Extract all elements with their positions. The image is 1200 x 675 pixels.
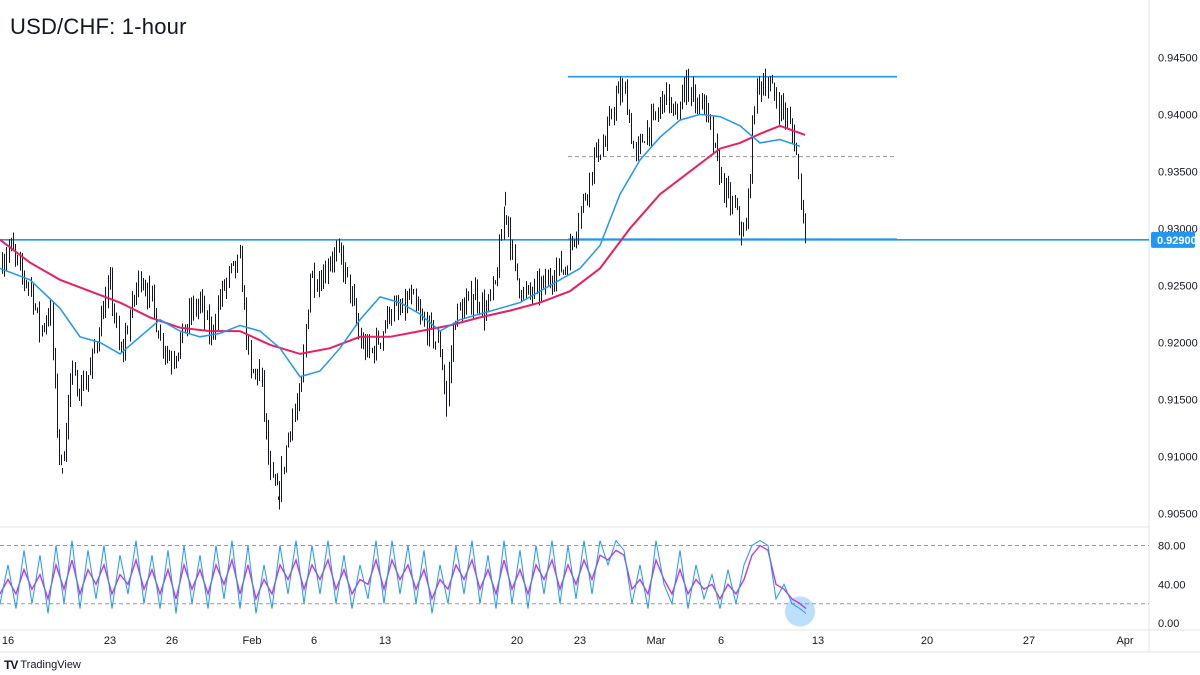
- price-tick-label: 0.94500: [1158, 52, 1198, 64]
- stochastic-oscillator: [0, 539, 1149, 627]
- time-tick-label: 27: [1023, 635, 1035, 647]
- moving-averages: [0, 113, 806, 378]
- time-tick-label: 16: [2, 635, 14, 647]
- tradingview-watermark[interactable]: TV TradingView: [4, 658, 81, 672]
- time-tick-label: 23: [104, 635, 116, 647]
- price-tick-label: 0.91500: [1158, 395, 1198, 407]
- time-tick-label: 20: [921, 635, 933, 647]
- time-tick-label: 13: [379, 635, 391, 647]
- oversold-highlight: [785, 596, 815, 627]
- ma-fast-line: [0, 113, 801, 378]
- time-tick-label: Mar: [647, 635, 666, 647]
- stoch-tick-label: 80.00: [1158, 540, 1186, 552]
- price-tick-label: 0.94000: [1158, 109, 1198, 121]
- price-tick-label: 0.93500: [1158, 166, 1198, 178]
- time-tick-label: 20: [511, 635, 523, 647]
- time-tick-label: Feb: [243, 635, 262, 647]
- time-tick-label: 13: [812, 635, 824, 647]
- stoch-tick-label: 0.00: [1158, 618, 1179, 630]
- price-tag-label: 0.92900: [1157, 235, 1197, 247]
- price-tag-box[interactable]: [1151, 231, 1195, 248]
- time-tick-label: 6: [718, 635, 724, 647]
- price-candles: [2, 68, 806, 510]
- stoch-k-line: [0, 539, 807, 614]
- price-tick-label: 0.92000: [1158, 337, 1198, 349]
- time-tick-label: 26: [166, 635, 178, 647]
- horizontal-levels[interactable]: [0, 75, 1149, 241]
- price-tick-label: 0.91000: [1158, 452, 1198, 464]
- time-tick-label: 23: [574, 635, 586, 647]
- tradingview-logo-icon: TV: [4, 658, 18, 672]
- chart-title: USD/CHF: 1-hour: [10, 14, 187, 39]
- price-tick-label: 0.92500: [1158, 280, 1198, 292]
- chart-frame: [0, 0, 1200, 653]
- axes: 0.945000.940000.935000.930000.925000.920…: [2, 52, 1198, 647]
- ma-slow-line: [0, 124, 806, 355]
- time-tick-label: 6: [311, 635, 317, 647]
- price-tick-label: 0.90500: [1158, 509, 1198, 521]
- time-tick-label: Apr: [1116, 635, 1133, 647]
- stoch-tick-label: 40.00: [1158, 579, 1186, 591]
- tradingview-name: TradingView: [20, 659, 81, 671]
